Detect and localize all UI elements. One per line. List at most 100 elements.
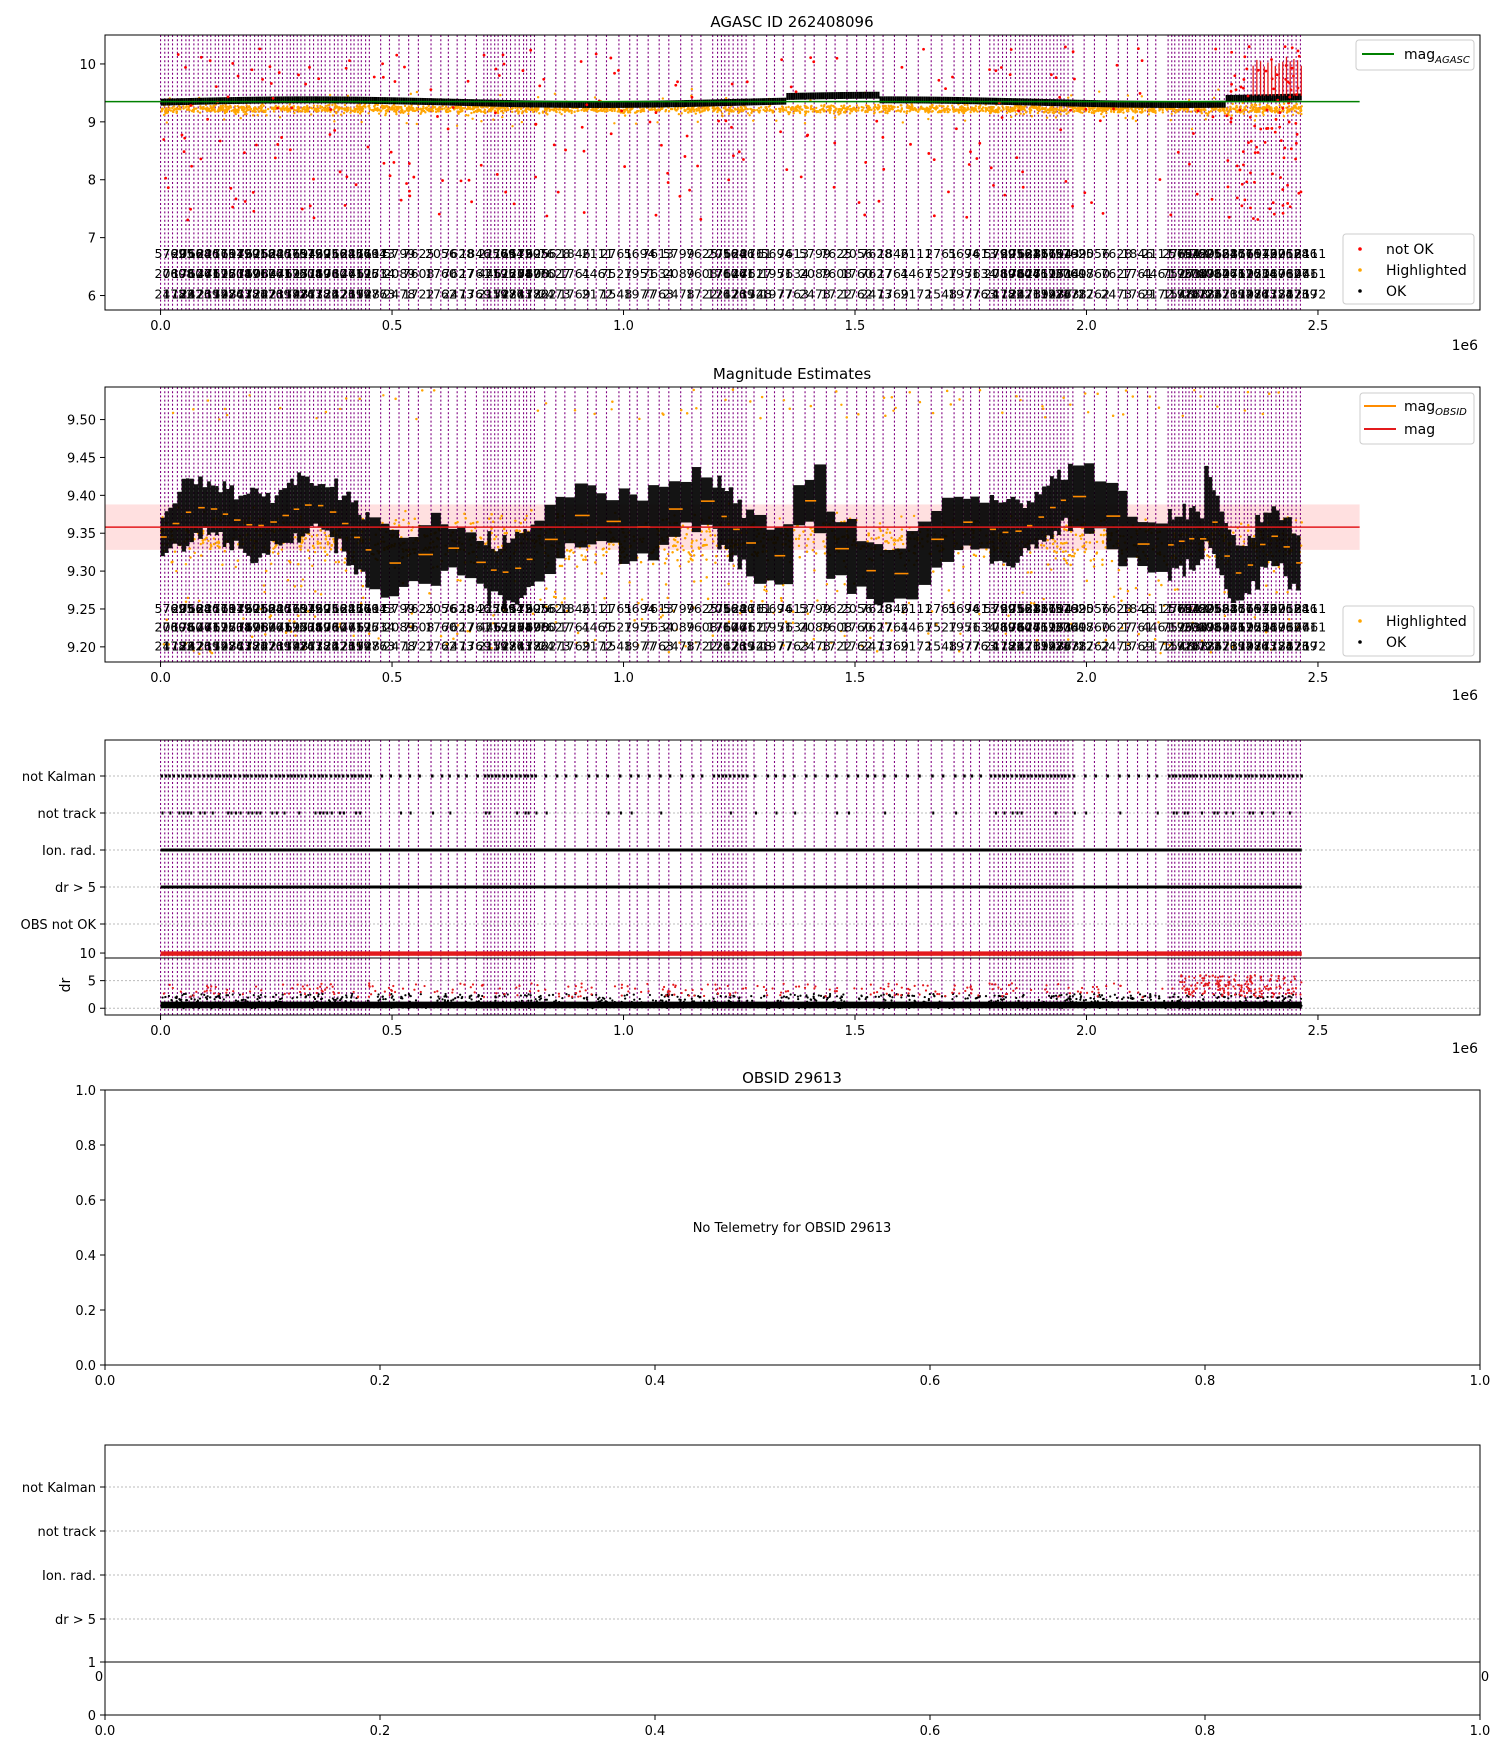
ok-point <box>710 99 713 107</box>
not-ok-point <box>623 165 627 168</box>
highlighted-point <box>1099 109 1102 112</box>
not-ok-point <box>685 134 689 138</box>
highlighted-point <box>222 118 226 121</box>
ok-point <box>1073 99 1076 107</box>
not-ok-point <box>333 128 337 132</box>
not-ok-point <box>1069 108 1072 112</box>
ok-point <box>1292 93 1295 101</box>
highlighted-point <box>309 113 313 116</box>
obsid-label: 2111 <box>269 246 301 261</box>
highlighted-point <box>989 107 992 111</box>
highlighted-point <box>358 112 362 115</box>
not-ok-point <box>620 109 624 113</box>
highlighted-point <box>243 108 246 111</box>
ok-point <box>386 97 389 105</box>
ok-point <box>356 96 359 104</box>
obsid-label: 1548 <box>925 286 957 301</box>
ok-point <box>263 96 266 104</box>
obsid-label: 7613 <box>291 246 323 261</box>
not-ok-point <box>1272 212 1276 216</box>
highlighted-point <box>315 110 318 113</box>
obsid-label: 1769 <box>1017 286 1049 301</box>
highlighted-point <box>430 107 434 111</box>
obsid-label: 2761 <box>348 246 380 261</box>
ok-point <box>1048 99 1051 107</box>
highlighted-point <box>1214 108 1217 111</box>
obsid-label: 1977 <box>284 286 316 301</box>
ok-point <box>1258 94 1260 102</box>
obsid-label: 5799 <box>383 246 415 261</box>
highlighted-point <box>363 103 367 106</box>
ok-point <box>461 98 463 106</box>
not-ok-point <box>372 75 376 79</box>
ok-point <box>521 100 524 108</box>
ok-point <box>630 100 633 108</box>
highlighted-point <box>946 107 949 111</box>
obsid-label: 1762 <box>1270 286 1302 301</box>
not-ok-point <box>250 68 254 72</box>
highlighted-point <box>902 110 906 113</box>
highlighted-point <box>1140 95 1144 98</box>
ok-point <box>653 100 656 108</box>
not-ok-point <box>1282 156 1286 160</box>
not-ok-point <box>1059 128 1063 132</box>
ok-point <box>628 100 631 108</box>
highlighted-point <box>850 110 854 113</box>
highlighted-point <box>1014 105 1017 108</box>
obsid-label: 7625 <box>308 246 340 261</box>
ok-point <box>493 99 496 107</box>
not-ok-point <box>277 71 281 74</box>
not-ok-point <box>1054 76 1058 79</box>
legend-ok: OK <box>1386 284 1407 300</box>
obsid-label: 1722 <box>403 286 435 301</box>
ok-point <box>814 92 817 100</box>
highlighted-point <box>281 106 284 110</box>
highlighted-point <box>506 106 509 110</box>
ok-point <box>849 91 851 99</box>
obsid-label: 4461 <box>341 266 373 281</box>
obsid-label: 2172 <box>1222 286 1254 301</box>
ok-point <box>346 96 349 104</box>
ok-point <box>556 100 559 108</box>
obsid-label: 7613 <box>777 246 809 261</box>
obsid-label: 2478 <box>383 286 415 301</box>
highlighted-point <box>774 107 778 111</box>
highlighted-point <box>1152 110 1155 114</box>
highlighted-point <box>460 108 463 111</box>
not-ok-point <box>699 217 703 221</box>
highlighted-point <box>828 111 832 114</box>
highlighted-points <box>160 87 1303 131</box>
highlighted-point <box>905 112 908 115</box>
ok-point <box>348 96 351 104</box>
obsid-label: 2111 <box>732 246 764 261</box>
not-ok-point <box>1234 88 1238 92</box>
highlighted-point <box>957 109 960 113</box>
obsid-label: 7625 <box>403 246 435 261</box>
highlighted-point <box>792 112 795 115</box>
ok-point <box>1067 99 1070 107</box>
not-ok-points <box>162 45 1303 222</box>
highlighted-point <box>301 578 305 581</box>
not-ok-point <box>1249 171 1252 175</box>
highlighted-point <box>1276 110 1279 113</box>
not-ok-point <box>1290 66 1294 70</box>
highlighted-point <box>807 110 810 113</box>
obsid-label: 1951 <box>355 266 387 281</box>
not-ok-point <box>799 175 803 179</box>
highlighted-point <box>661 614 664 617</box>
ok-point <box>696 99 699 107</box>
highlighted-point <box>626 109 629 112</box>
not-ok-point <box>1225 114 1229 118</box>
highlighted-point <box>1067 111 1070 114</box>
obsid-label: 5799 <box>799 246 831 261</box>
highlighted-point <box>1029 111 1032 115</box>
highlighted-point <box>997 106 1000 109</box>
highlighted-point <box>245 112 248 116</box>
not-ok-point <box>585 103 589 107</box>
ok-point <box>1180 100 1182 108</box>
obsid-label: 7608 <box>686 266 718 281</box>
ok-point <box>373 96 376 104</box>
ok-point <box>904 96 907 104</box>
not-ok-point <box>381 75 385 79</box>
ok-point <box>1294 93 1297 101</box>
